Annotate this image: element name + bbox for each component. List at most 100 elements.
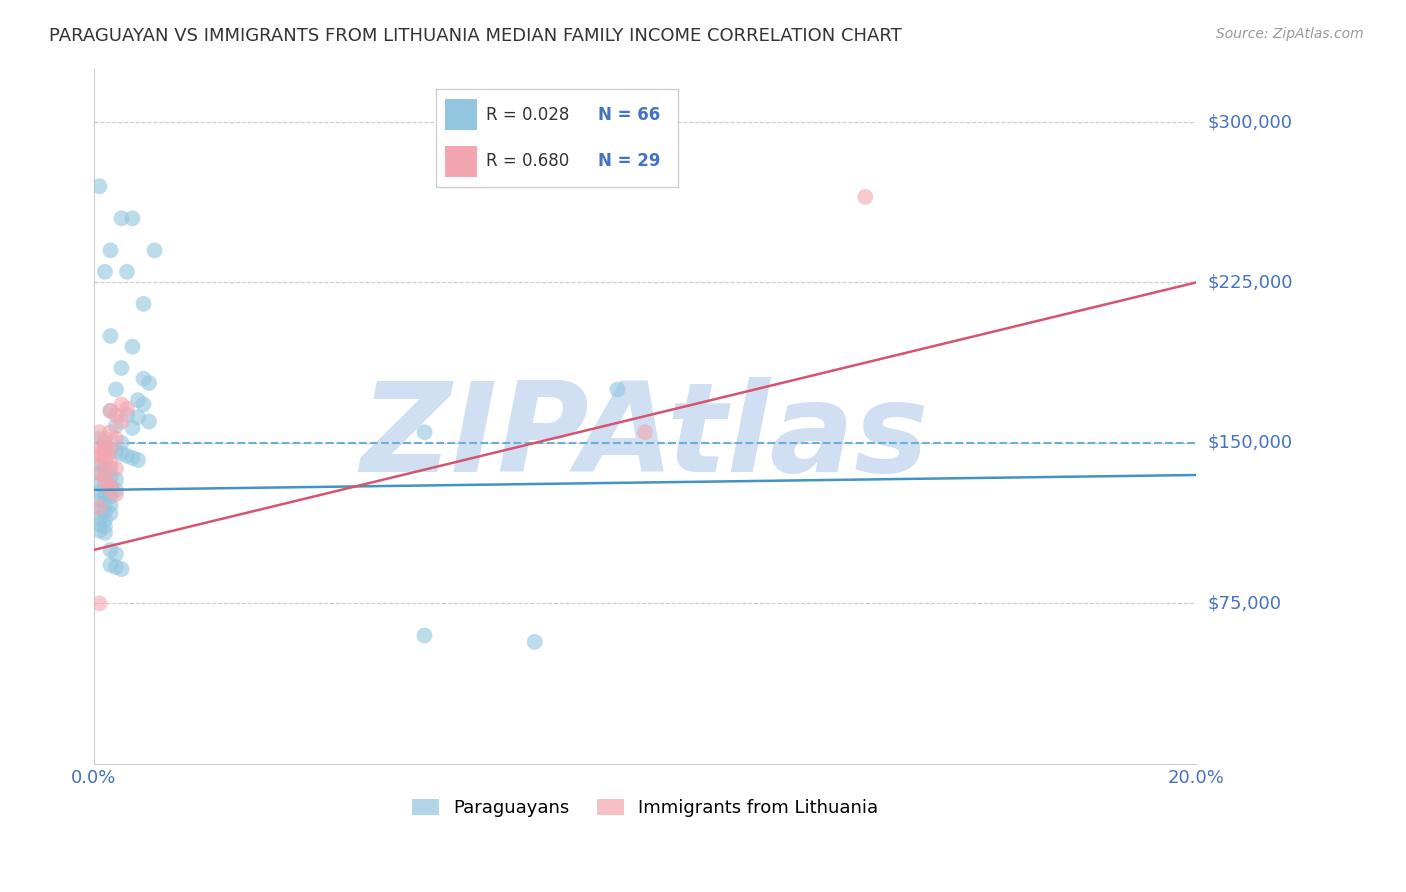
Point — [100, 481, 122, 495]
Point — [100, 444, 122, 458]
Point — [94, 440, 117, 454]
Point — [94, 265, 117, 279]
Point — [89, 466, 111, 480]
Point — [100, 483, 122, 497]
Point — [104, 483, 127, 497]
Point — [138, 415, 160, 429]
Point — [127, 453, 149, 467]
Point — [413, 425, 436, 440]
Point — [89, 485, 111, 500]
Point — [115, 408, 138, 422]
Point — [143, 244, 166, 258]
Point — [94, 475, 117, 489]
Point — [100, 558, 122, 572]
Point — [104, 432, 127, 446]
Point — [94, 450, 117, 465]
Point — [127, 393, 149, 408]
Point — [89, 524, 111, 538]
Point — [104, 383, 127, 397]
Point — [138, 376, 160, 390]
Point — [89, 179, 111, 194]
Point — [110, 415, 132, 429]
Text: $300,000: $300,000 — [1208, 113, 1292, 131]
Point — [94, 525, 117, 540]
Point — [89, 450, 111, 465]
Point — [634, 425, 657, 440]
Text: Source: ZipAtlas.com: Source: ZipAtlas.com — [1216, 27, 1364, 41]
Point — [121, 211, 143, 226]
Point — [606, 383, 628, 397]
Point — [110, 361, 132, 376]
Point — [100, 490, 122, 504]
Point — [853, 190, 876, 204]
Point — [104, 408, 127, 422]
Point — [94, 513, 117, 527]
Point — [94, 468, 117, 483]
Point — [89, 510, 111, 524]
Point — [132, 372, 155, 386]
Point — [115, 449, 138, 463]
Point — [94, 468, 117, 483]
Point — [94, 453, 117, 467]
Point — [89, 458, 111, 472]
Point — [94, 496, 117, 510]
Point — [94, 459, 117, 474]
Point — [89, 517, 111, 532]
Point — [104, 472, 127, 486]
Point — [100, 404, 122, 418]
Point — [94, 440, 117, 454]
Point — [89, 596, 111, 610]
Point — [100, 470, 122, 484]
Point — [89, 447, 111, 461]
Point — [89, 502, 111, 516]
Point — [89, 500, 111, 514]
Point — [100, 442, 122, 457]
Point — [104, 418, 127, 433]
Text: $225,000: $225,000 — [1208, 274, 1292, 292]
Point — [94, 479, 117, 493]
Point — [100, 542, 122, 557]
Text: $75,000: $75,000 — [1208, 594, 1281, 613]
Point — [110, 447, 132, 461]
Point — [89, 440, 111, 454]
Point — [89, 476, 111, 491]
Point — [110, 436, 132, 450]
Point — [89, 432, 111, 446]
Point — [94, 487, 117, 501]
Point — [104, 547, 127, 561]
Point — [94, 432, 117, 446]
Text: PARAGUAYAN VS IMMIGRANTS FROM LITHUANIA MEDIAN FAMILY INCOME CORRELATION CHART: PARAGUAYAN VS IMMIGRANTS FROM LITHUANIA … — [49, 27, 903, 45]
Point — [110, 397, 132, 411]
Point — [89, 466, 111, 480]
Point — [100, 498, 122, 512]
Point — [100, 404, 122, 418]
Point — [94, 442, 117, 457]
Point — [110, 211, 132, 226]
Point — [121, 340, 143, 354]
Point — [104, 487, 127, 501]
Point — [94, 504, 117, 518]
Point — [100, 461, 122, 475]
Point — [100, 479, 122, 493]
Point — [132, 297, 155, 311]
Text: $150,000: $150,000 — [1208, 434, 1292, 452]
Point — [121, 450, 143, 465]
Point — [94, 436, 117, 450]
Point — [104, 560, 127, 574]
Point — [523, 635, 546, 649]
Point — [89, 425, 111, 440]
Point — [94, 519, 117, 533]
Point — [413, 628, 436, 642]
Point — [115, 401, 138, 416]
Text: ZIPAtlas: ZIPAtlas — [361, 376, 929, 498]
Legend: Paraguayans, Immigrants from Lithuania: Paraguayans, Immigrants from Lithuania — [405, 791, 886, 824]
Point — [100, 329, 122, 343]
Point — [104, 461, 127, 475]
Point — [132, 397, 155, 411]
Point — [100, 244, 122, 258]
Point — [104, 444, 127, 458]
Point — [100, 458, 122, 472]
Point — [115, 265, 138, 279]
Point — [89, 493, 111, 508]
Point — [110, 562, 132, 576]
